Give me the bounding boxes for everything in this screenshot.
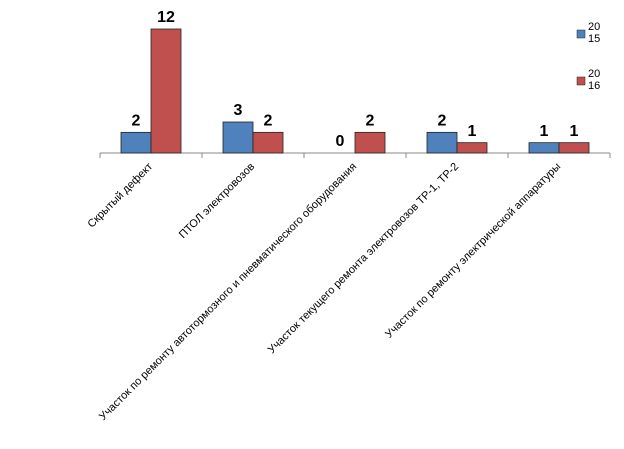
x-tick-label: Скрытый дефект — [85, 161, 155, 231]
data-label: 2 — [366, 113, 375, 130]
legend-label: 2016 — [588, 68, 601, 92]
data-label: 3 — [234, 102, 243, 119]
x-tick-label: Участок по ремонту электрической аппарат… — [383, 161, 563, 341]
x-tick-label: Участок текущего ремонта электровозов ТР… — [266, 161, 461, 356]
bar — [150, 28, 182, 154]
bar — [558, 142, 590, 154]
data-label: 1 — [570, 123, 579, 140]
bar — [426, 131, 458, 154]
data-label: 2 — [132, 113, 141, 130]
bar — [120, 131, 152, 154]
data-label: 12 — [157, 9, 175, 26]
bar — [528, 142, 560, 154]
legend-swatch — [576, 76, 586, 86]
x-tick-label: Участок по ремонту автотормозного и пнев… — [97, 161, 359, 423]
data-label: 0 — [336, 133, 345, 150]
x-tick-label: ПТОЛ электровозов — [177, 161, 257, 241]
data-label: 2 — [264, 113, 273, 130]
bar — [456, 142, 488, 154]
bar — [222, 121, 254, 154]
data-label: 1 — [540, 123, 549, 140]
data-label: 1 — [468, 123, 477, 140]
bar — [252, 131, 284, 154]
legend-label: 2015 — [588, 21, 601, 45]
legend-swatch — [576, 29, 586, 39]
data-label: 2 — [438, 113, 447, 130]
bar — [354, 131, 386, 154]
